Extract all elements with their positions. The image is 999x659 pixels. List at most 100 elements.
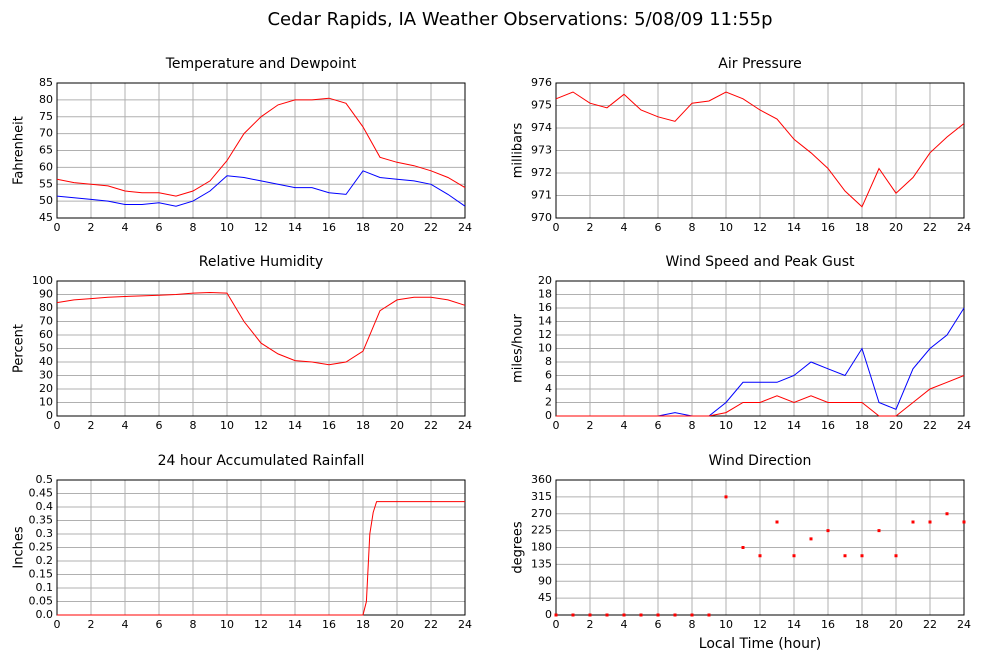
y-tick-label: 135 [531,557,552,570]
y-tick-label: 0.35 [29,514,54,527]
x-tick-label: 14 [288,419,302,432]
data-line [57,501,465,616]
data-point [826,529,830,533]
data-point [928,520,932,524]
data-point [690,613,694,617]
y-tick-label: 50 [39,342,53,355]
y-tick-label: 90 [39,288,53,301]
x-tick-label: 0 [54,618,61,631]
y-tick-label: 0.5 [36,473,54,486]
x-tick-label: 12 [753,221,767,234]
x-tick-label: 4 [621,618,628,631]
x-tick-label: 24 [957,419,971,432]
y-tick-label: 0.25 [29,541,54,554]
x-tick-label: 18 [356,419,370,432]
x-tick-label: 10 [719,419,733,432]
x-tick-label: 2 [587,221,594,234]
y-axis-label: Inches [12,526,27,568]
data-point [707,613,711,617]
x-tick-label: 16 [322,221,336,234]
x-tick-label: 14 [288,618,302,631]
x-tick-label: 12 [254,419,268,432]
x-tick-label: 0 [54,419,61,432]
x-tick-label: 10 [220,419,234,432]
data-line [556,375,965,417]
chart-title: Air Pressure [718,56,801,72]
x-tick-label: 24 [458,419,472,432]
y-tick-label: 18 [538,288,552,301]
y-tick-label: 2 [545,396,552,409]
x-tick-label: 8 [689,419,696,432]
x-tick-label: 12 [753,419,767,432]
y-tick-label: 270 [531,507,552,520]
y-tick-label: 0.1 [36,581,54,594]
x-tick-label: 14 [787,618,801,631]
y-tick-label: 976 [531,76,552,89]
chart-title: Wind Direction [709,453,812,469]
x-tick-label: 20 [390,221,404,234]
x-tick-label: 8 [689,618,696,631]
y-tick-label: 0.3 [36,527,54,540]
x-tick-label: 18 [356,618,370,631]
x-tick-label: 2 [88,618,95,631]
data-point [911,520,915,524]
y-tick-label: 975 [531,99,552,112]
plot-frame [555,479,965,616]
y-tick-label: 970 [531,211,552,224]
plot-frame [555,280,965,417]
y-axis-label: Fahrenheit [12,116,27,185]
x-tick-label: 24 [957,618,971,631]
x-tick-label: 24 [458,618,472,631]
y-tick-label: 20 [538,274,552,287]
y-tick-label: 45 [39,211,53,224]
x-tick-label: 22 [424,221,438,234]
y-axis-label: miles/hour [511,313,526,382]
x-tick-label: 22 [923,419,937,432]
y-tick-label: 0.05 [29,595,54,608]
x-tick-label: 2 [88,419,95,432]
plot-frame [56,280,466,417]
data-point [843,554,847,558]
x-tick-label: 4 [122,221,129,234]
plot-frame [555,82,965,219]
x-tick-label: 10 [719,221,733,234]
x-tick-label: 0 [54,221,61,234]
y-tick-label: 0 [545,608,552,621]
x-tick-label: 4 [122,419,129,432]
y-tick-label: 60 [39,328,53,341]
x-tick-label: 6 [156,221,163,234]
x-tick-label: 20 [889,618,903,631]
y-tick-label: 6 [545,369,552,382]
data-point [758,554,762,558]
data-point [860,554,864,558]
data-point [809,537,813,541]
y-tick-label: 60 [39,160,53,173]
y-tick-label: 974 [531,121,552,134]
x-tick-label: 22 [923,221,937,234]
y-tick-label: 8 [545,355,552,368]
x-tick-label: 20 [889,221,903,234]
y-tick-label: 0.45 [29,487,54,500]
x-tick-label: 18 [356,221,370,234]
x-tick-label: 16 [821,419,835,432]
data-point [894,554,898,558]
x-tick-label: 14 [288,221,302,234]
x-tick-label: 6 [655,618,662,631]
data-point [656,613,660,617]
y-tick-label: 20 [39,382,53,395]
x-tick-label: 16 [821,618,835,631]
data-point [741,546,745,549]
x-tick-label: 4 [621,221,628,234]
data-point [622,613,626,617]
x-tick-label: 8 [190,221,197,234]
x-tick-label: 22 [424,419,438,432]
chart-title: 24 hour Accumulated Rainfall [158,453,365,469]
data-point [571,613,575,617]
y-tick-label: 14 [538,315,552,328]
y-tick-label: 30 [39,369,53,382]
x-tick-label: 24 [458,221,472,234]
x-tick-label: 16 [821,221,835,234]
